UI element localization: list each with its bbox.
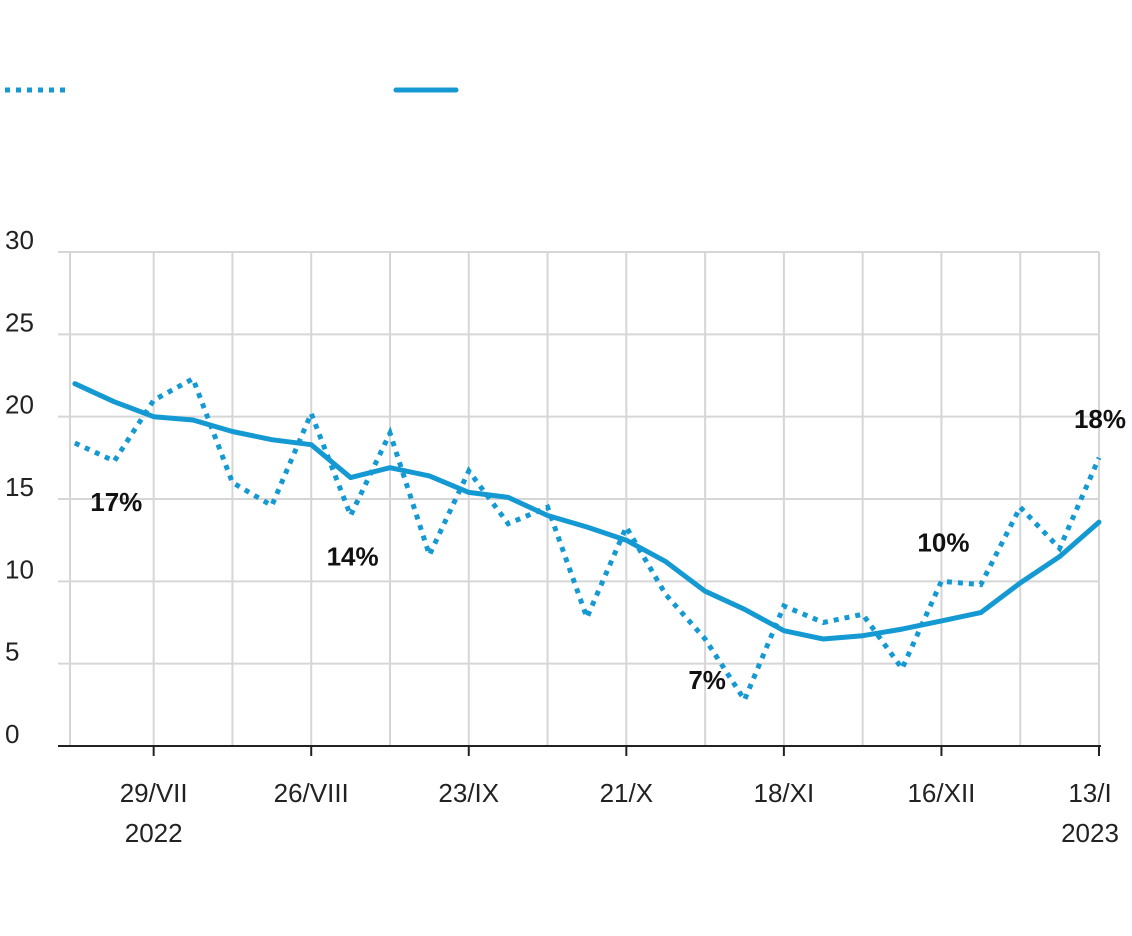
x-tick-label: 18/XI bbox=[754, 778, 815, 808]
x-tick-label: 21/X bbox=[600, 778, 654, 808]
y-tick-label: 20 bbox=[5, 390, 34, 420]
solid-line bbox=[72, 381, 1102, 642]
y-tick-label: 30 bbox=[5, 225, 34, 255]
y-tick-label: 10 bbox=[5, 554, 34, 584]
value-label: 18% bbox=[1074, 404, 1126, 434]
x-tick-label: 13/I 2023 bbox=[1061, 778, 1119, 848]
value-label: 17% bbox=[90, 487, 142, 517]
y-tick-label: 0 bbox=[5, 719, 19, 749]
value-label: 10% bbox=[917, 527, 969, 557]
value-label: 14% bbox=[327, 541, 379, 571]
x-tick-label: 26/VIII bbox=[274, 778, 349, 808]
dotted-line bbox=[73, 375, 1102, 706]
x-tick-label: 16/XII bbox=[907, 778, 975, 808]
y-tick-label: 5 bbox=[5, 637, 19, 667]
x-tick-label: 23/IX bbox=[438, 778, 499, 808]
y-tick-label: 15 bbox=[5, 472, 34, 502]
y-tick-label: 25 bbox=[5, 307, 34, 337]
x-tick-label: 29/VII 2022 bbox=[120, 778, 188, 848]
value-label: 7% bbox=[688, 665, 726, 695]
